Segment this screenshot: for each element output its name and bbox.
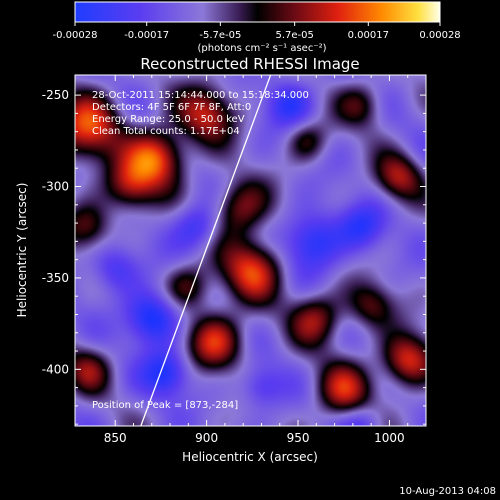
annotation-detectors: Detectors: 4F 5F 6F 7F 8F, Att:0 (92, 102, 251, 113)
annotation-block: 28-Oct-2011 15:14:44.000 to 15:18:34.000… (92, 90, 309, 137)
x-tick-label: 950 (287, 431, 310, 445)
chart-title: Reconstructed RHESSI Image (140, 55, 359, 73)
colorbar-unit-label: (photons cm⁻² s⁻¹ asec⁻²) (197, 43, 326, 54)
y-tick-label: -400 (42, 362, 69, 376)
annotation-energy-range: Energy Range: 25.0 - 50.0 keV (92, 114, 245, 125)
colorbar-gradient (74, 1, 441, 23)
plot-frame (74, 74, 427, 427)
colorbar-tick-label: 5.7e-05 (275, 30, 313, 41)
plot-area: 850 900 950 1000 -250 -300 -350 -400 28-Oct-201… (42, 74, 427, 445)
limb-line (140, 75, 272, 426)
heatmap-image (75, 75, 426, 426)
colorbar-tick-label: 0.00028 (419, 30, 460, 41)
y-tick-label: -350 (42, 271, 69, 285)
annotation-clean-counts: Clean Total counts: 1.17E+04 (92, 126, 240, 137)
axis-ticks: 850 900 950 1000 -250 -300 -350 -400 (42, 75, 426, 445)
x-axis-label: Heliocentric X (arcsec) (182, 450, 318, 464)
colorbar-tick-label: -5.7e-05 (199, 30, 241, 41)
colorbar-tick-label: -0.00017 (124, 30, 169, 41)
colorbar-tick-label: 0.00017 (348, 30, 389, 41)
colorbar-tick-label: -0.00028 (53, 30, 98, 41)
annotation-time-range: 28-Oct-2011 15:14:44.000 to 15:18:34.000 (92, 90, 309, 101)
footer-timestamp: 10-Aug-2013 04:08 (399, 486, 496, 497)
x-tick-label: 1000 (374, 431, 405, 445)
colorbar-ticks: -0.00028 -0.00017 -5.7e-05 5.7e-05 0.00017 0.… (53, 22, 461, 41)
y-tick-label: -250 (42, 88, 69, 102)
y-tick-label: -300 (42, 180, 69, 194)
peak-position-label: Position of Peak = [873,-284] (92, 400, 238, 411)
y-axis-label: Heliocentric Y (arcsec) (15, 183, 29, 318)
x-tick-label: 900 (195, 431, 218, 445)
x-tick-label: 850 (104, 431, 127, 445)
colorbar: -0.00028 -0.00017 -5.7e-05 5.7e-05 0.00017 0.… (53, 1, 461, 54)
